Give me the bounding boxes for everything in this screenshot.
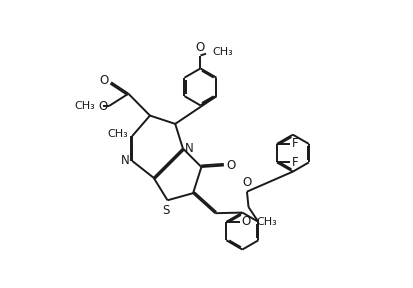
Text: CH₃: CH₃ (256, 217, 276, 227)
Text: CH₃: CH₃ (107, 129, 128, 139)
Text: O: O (98, 100, 107, 113)
Text: S: S (162, 204, 169, 217)
Text: O: O (195, 41, 204, 54)
Text: F: F (291, 156, 297, 169)
Text: O: O (225, 159, 235, 172)
Text: CH₃: CH₃ (74, 101, 95, 111)
Text: N: N (121, 154, 129, 167)
Text: N: N (185, 142, 193, 155)
Text: O: O (242, 177, 251, 190)
Text: O: O (241, 215, 250, 228)
Text: O: O (100, 74, 109, 87)
Text: CH₃: CH₃ (212, 48, 233, 57)
Text: F: F (291, 137, 297, 150)
